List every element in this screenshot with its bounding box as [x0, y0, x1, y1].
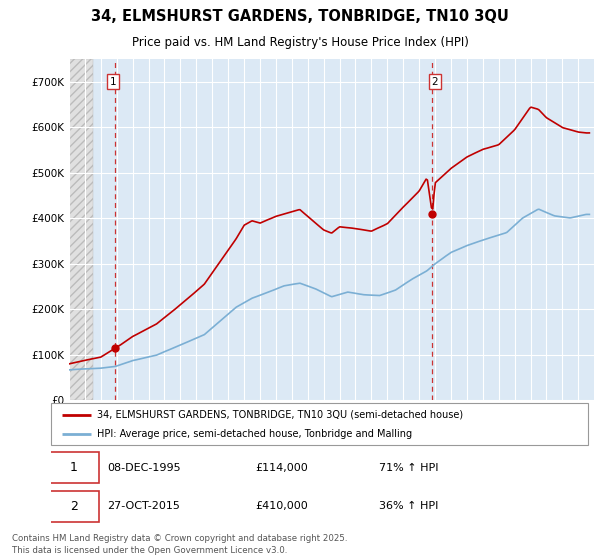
Text: 34, ELMSHURST GARDENS, TONBRIDGE, TN10 3QU (semi-detached house): 34, ELMSHURST GARDENS, TONBRIDGE, TN10 3…: [97, 410, 463, 420]
FancyBboxPatch shape: [49, 491, 100, 522]
Text: 2: 2: [431, 77, 438, 87]
Text: 1: 1: [110, 77, 116, 87]
Text: 2: 2: [70, 500, 78, 513]
Text: 71% ↑ HPI: 71% ↑ HPI: [379, 463, 438, 473]
Text: 27-OCT-2015: 27-OCT-2015: [107, 501, 180, 511]
Text: 36% ↑ HPI: 36% ↑ HPI: [379, 501, 438, 511]
Text: £410,000: £410,000: [255, 501, 308, 511]
Text: HPI: Average price, semi-detached house, Tonbridge and Malling: HPI: Average price, semi-detached house,…: [97, 430, 412, 439]
Text: 08-DEC-1995: 08-DEC-1995: [107, 463, 181, 473]
Text: £114,000: £114,000: [255, 463, 308, 473]
FancyBboxPatch shape: [51, 403, 588, 445]
Text: 34, ELMSHURST GARDENS, TONBRIDGE, TN10 3QU: 34, ELMSHURST GARDENS, TONBRIDGE, TN10 3…: [91, 9, 509, 24]
Text: Price paid vs. HM Land Registry's House Price Index (HPI): Price paid vs. HM Land Registry's House …: [131, 36, 469, 49]
Text: 1: 1: [70, 461, 78, 474]
FancyBboxPatch shape: [49, 452, 100, 483]
Text: Contains HM Land Registry data © Crown copyright and database right 2025.
This d: Contains HM Land Registry data © Crown c…: [12, 534, 347, 556]
